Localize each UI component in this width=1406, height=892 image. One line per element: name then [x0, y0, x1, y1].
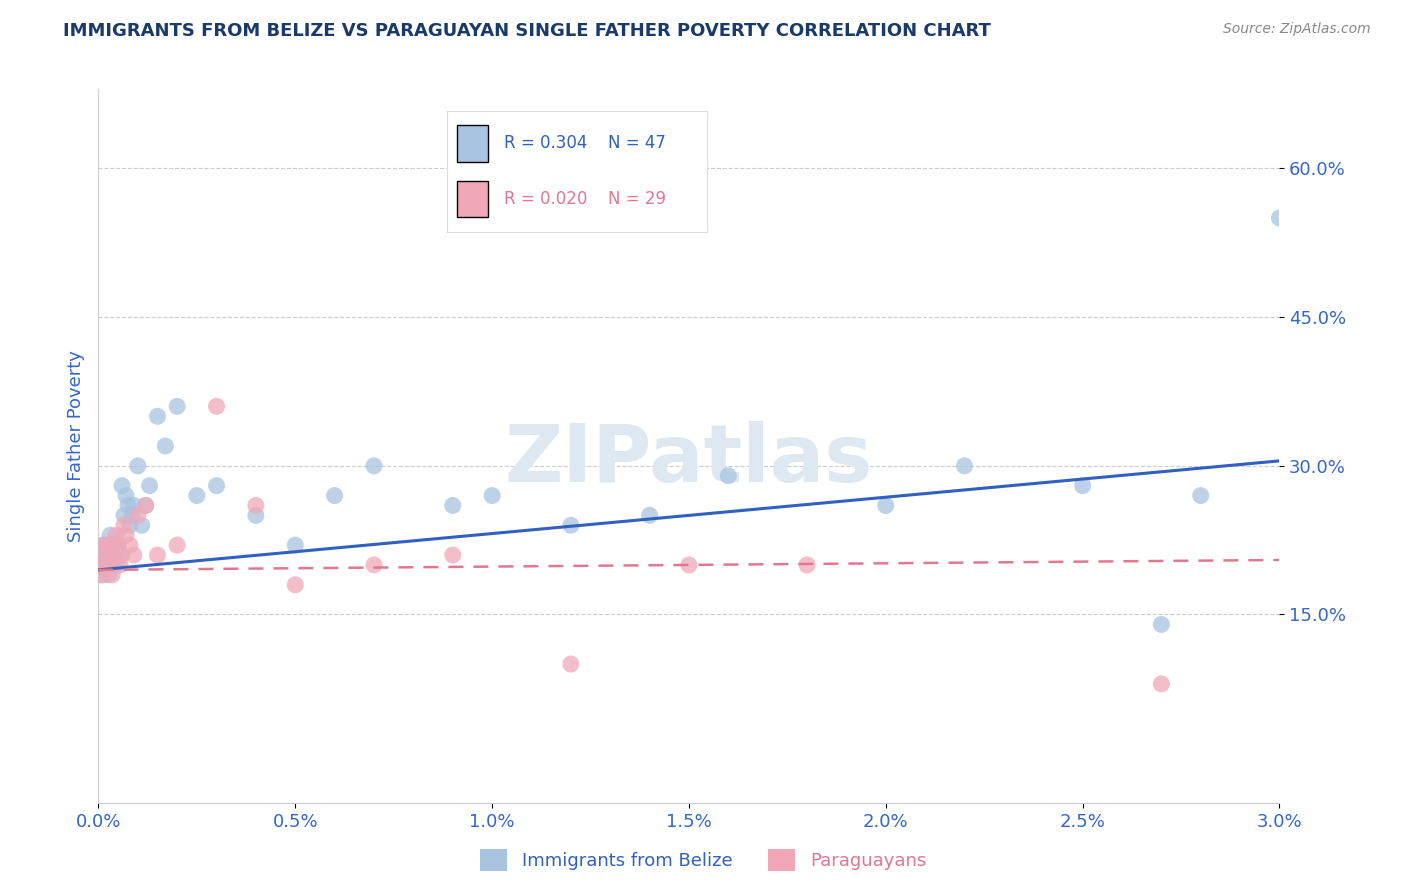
- Point: [121, 508, 143, 523]
- Point: [363, 458, 385, 473]
- Point: [98, 528, 121, 542]
- Point: [205, 400, 228, 414]
- Point: [678, 558, 700, 572]
- Point: [146, 409, 169, 424]
- Point: [91, 567, 114, 582]
- Point: [127, 508, 149, 523]
- Point: [96, 548, 118, 562]
- Point: [953, 458, 976, 473]
- Point: [97, 567, 120, 582]
- Point: [108, 558, 131, 572]
- Point: [245, 508, 267, 523]
- Point: [796, 558, 818, 572]
- Text: IMMIGRANTS FROM BELIZE VS PARAGUAYAN SINGLE FATHER POVERTY CORRELATION CHART: IMMIGRANTS FROM BELIZE VS PARAGUAYAN SIN…: [63, 22, 991, 40]
- Point: [1071, 478, 1094, 492]
- Point: [111, 478, 134, 492]
- Point: [91, 538, 114, 552]
- Point: [560, 518, 582, 533]
- Point: [717, 468, 740, 483]
- Point: [135, 499, 157, 513]
- Point: [122, 499, 145, 513]
- Point: [166, 400, 188, 414]
- Point: [100, 548, 122, 562]
- Point: [89, 558, 111, 572]
- Point: [441, 548, 464, 562]
- Text: Source: ZipAtlas.com: Source: ZipAtlas.com: [1223, 22, 1371, 37]
- Point: [118, 518, 141, 533]
- Point: [245, 499, 267, 513]
- Point: [103, 548, 125, 562]
- Point: [96, 548, 118, 562]
- Point: [111, 548, 134, 562]
- Text: ZIPatlas: ZIPatlas: [505, 421, 873, 500]
- Y-axis label: Single Father Poverty: Single Father Poverty: [66, 350, 84, 542]
- Point: [93, 538, 115, 552]
- Point: [103, 538, 125, 552]
- Point: [284, 538, 307, 552]
- Point: [186, 489, 208, 503]
- Point: [98, 538, 121, 552]
- Point: [284, 578, 307, 592]
- Point: [93, 558, 115, 572]
- Point: [560, 657, 582, 671]
- Point: [105, 558, 128, 572]
- Point: [89, 558, 111, 572]
- Point: [205, 478, 228, 492]
- Point: [107, 538, 129, 552]
- Point: [481, 489, 503, 503]
- Point: [1268, 211, 1291, 225]
- Point: [122, 548, 145, 562]
- Point: [112, 508, 135, 523]
- Point: [138, 478, 160, 492]
- Point: [127, 458, 149, 473]
- Point: [363, 558, 385, 572]
- Point: [90, 567, 112, 582]
- Point: [115, 489, 138, 503]
- Point: [135, 499, 157, 513]
- Point: [875, 499, 897, 513]
- Point: [105, 528, 128, 542]
- Point: [115, 528, 138, 542]
- Point: [1150, 617, 1173, 632]
- Point: [97, 558, 120, 572]
- Point: [117, 499, 139, 513]
- Point: [101, 558, 124, 572]
- Point: [1150, 677, 1173, 691]
- Point: [108, 548, 131, 562]
- Point: [441, 499, 464, 513]
- Point: [118, 538, 141, 552]
- Legend: Immigrants from Belize, Paraguayans: Immigrants from Belize, Paraguayans: [472, 842, 934, 879]
- Point: [146, 548, 169, 562]
- Point: [131, 518, 153, 533]
- Point: [166, 538, 188, 552]
- Point: [323, 489, 346, 503]
- Point: [91, 548, 114, 562]
- Point: [96, 538, 118, 552]
- Point: [104, 548, 127, 562]
- Point: [1189, 489, 1212, 503]
- Point: [101, 567, 124, 582]
- Point: [638, 508, 661, 523]
- Point: [155, 439, 177, 453]
- Point: [112, 518, 135, 533]
- Point: [107, 538, 129, 552]
